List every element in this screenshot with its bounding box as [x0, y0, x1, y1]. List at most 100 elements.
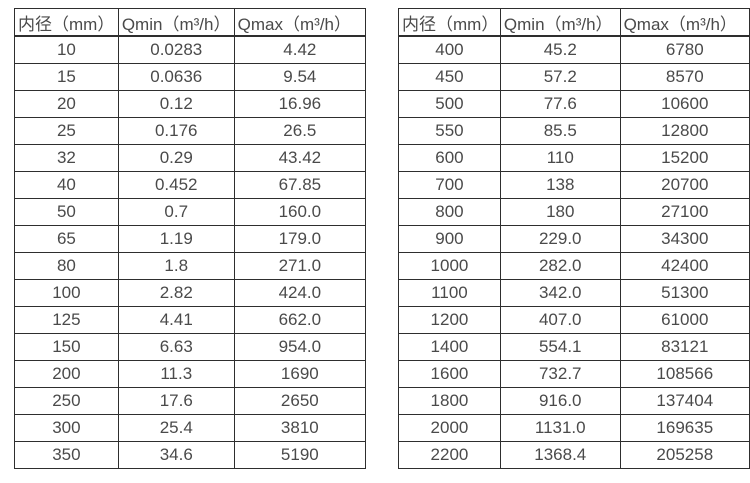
- table-cell: 0.176: [117, 117, 235, 145]
- table-row: 1000 282.0 42400: [398, 252, 750, 280]
- table-row: 25 0.176 26.5: [14, 117, 367, 145]
- table-row: 15 0.0636 9.54: [14, 63, 367, 91]
- table-cell: 1131.0: [499, 414, 621, 442]
- table-row: 350 34.6 5190: [14, 441, 367, 469]
- table-cell: 11.3: [117, 360, 235, 388]
- table-cell: 4.42: [233, 35, 367, 64]
- table-cell: 2200: [398, 441, 501, 469]
- table-cell: 2650: [233, 387, 367, 415]
- table-row: 10 0.0283 4.42: [14, 35, 367, 64]
- table-row: 50 0.7 160.0: [14, 198, 367, 226]
- table-cell: 229.0: [499, 225, 621, 253]
- table-cell: 20: [14, 90, 119, 118]
- table-cell: 407.0: [499, 306, 621, 334]
- table-row: 450 57.2 8570: [398, 63, 750, 91]
- table-cell: 160.0: [233, 198, 367, 226]
- table-cell: 67.85: [233, 171, 367, 199]
- table-row: 200 11.3 1690: [14, 360, 367, 388]
- table-cell: 12800: [619, 117, 750, 145]
- table-cell: 61000: [619, 306, 750, 334]
- table-cell: 732.7: [499, 360, 621, 388]
- table-cell: 700: [398, 171, 501, 199]
- table-cell: 25.4: [117, 414, 235, 442]
- table-cell: 662.0: [233, 306, 367, 334]
- table-cell: 50: [14, 198, 119, 226]
- table-cell: 0.7: [117, 198, 235, 226]
- table-row: 900 229.0 34300: [398, 225, 750, 253]
- table-cell: 15: [14, 63, 119, 91]
- table-cell: 77.6: [499, 90, 621, 118]
- table-cell: 6780: [619, 35, 750, 64]
- table-cell: 954.0: [233, 333, 367, 361]
- table-row: 550 85.5 12800: [398, 117, 750, 145]
- table-row: 250 17.6 2650: [14, 387, 367, 415]
- table-cell: 110: [499, 144, 621, 172]
- table-cell: 169635: [619, 414, 750, 442]
- table-cell: 17.6: [117, 387, 235, 415]
- table-row: 100 2.82 424.0: [14, 279, 367, 307]
- table-row: 800 180 27100: [398, 198, 750, 226]
- table-cell: 1690: [233, 360, 367, 388]
- table-row: 125 4.41 662.0: [14, 306, 367, 334]
- table-row: 1100 342.0 51300: [398, 279, 750, 307]
- table-cell: 2000: [398, 414, 501, 442]
- table-cell: 0.0283: [117, 35, 235, 64]
- table-cell: 554.1: [499, 333, 621, 361]
- table-cell: 42400: [619, 252, 750, 280]
- tables-layout: 内径（mm） Qmin（m³/h） Qmax（m³/h） 10 0.0283 4.42 15…: [14, 8, 750, 469]
- table-cell: 200: [14, 360, 119, 388]
- table-row: 2000 1131.0 169635: [398, 414, 750, 442]
- table-cell: 916.0: [499, 387, 621, 415]
- table-cell: 1400: [398, 333, 501, 361]
- table-cell: 250: [14, 387, 119, 415]
- table-row: 600 110 15200: [398, 144, 750, 172]
- table-row: 1200 407.0 61000: [398, 306, 750, 334]
- column-header: Qmin（m³/h）: [117, 8, 235, 37]
- table-cell: 0.29: [117, 144, 235, 172]
- table-cell: 1100: [398, 279, 501, 307]
- table-cell: 1600: [398, 360, 501, 388]
- table-cell: 34.6: [117, 441, 235, 469]
- table-cell: 342.0: [499, 279, 621, 307]
- table-cell: 10: [14, 35, 119, 64]
- column-header: Qmax（m³/h）: [619, 8, 750, 37]
- header-row: 内径（mm） Qmin（m³/h） Qmax（m³/h）: [398, 8, 750, 37]
- table-cell: 138: [499, 171, 621, 199]
- table-cell: 34300: [619, 225, 750, 253]
- column-header: 内径（mm）: [398, 8, 501, 37]
- table-cell: 900: [398, 225, 501, 253]
- table-row: 400 45.2 6780: [398, 35, 750, 64]
- table-cell: 271.0: [233, 252, 367, 280]
- table-cell: 20700: [619, 171, 750, 199]
- table-cell: 125: [14, 306, 119, 334]
- table-cell: 179.0: [233, 225, 367, 253]
- table-cell: 25: [14, 117, 119, 145]
- table-cell: 8570: [619, 63, 750, 91]
- table-cell: 400: [398, 35, 501, 64]
- table-cell: 350: [14, 441, 119, 469]
- table-cell: 57.2: [499, 63, 621, 91]
- header-row: 内径（mm） Qmin（m³/h） Qmax（m³/h）: [14, 8, 367, 37]
- table-cell: 282.0: [499, 252, 621, 280]
- table-row: 1600 732.7 108566: [398, 360, 750, 388]
- table-cell: 100: [14, 279, 119, 307]
- table-cell: 9.54: [233, 63, 367, 91]
- table-cell: 15200: [619, 144, 750, 172]
- table-cell: 6.63: [117, 333, 235, 361]
- table-row: 300 25.4 3810: [14, 414, 367, 442]
- table-row: 80 1.8 271.0: [14, 252, 367, 280]
- table-cell: 83121: [619, 333, 750, 361]
- table-cell: 0.12: [117, 90, 235, 118]
- table-cell: 0.452: [117, 171, 235, 199]
- table-cell: 65: [14, 225, 119, 253]
- table-cell: 3810: [233, 414, 367, 442]
- table-cell: 51300: [619, 279, 750, 307]
- table-cell: 1.8: [117, 252, 235, 280]
- table-cell: 0.0636: [117, 63, 235, 91]
- table-row: 1400 554.1 83121: [398, 333, 750, 361]
- table-cell: 45.2: [499, 35, 621, 64]
- table-cell: 1000: [398, 252, 501, 280]
- table-cell: 40: [14, 171, 119, 199]
- table-cell: 424.0: [233, 279, 367, 307]
- table-cell: 1368.4: [499, 441, 621, 469]
